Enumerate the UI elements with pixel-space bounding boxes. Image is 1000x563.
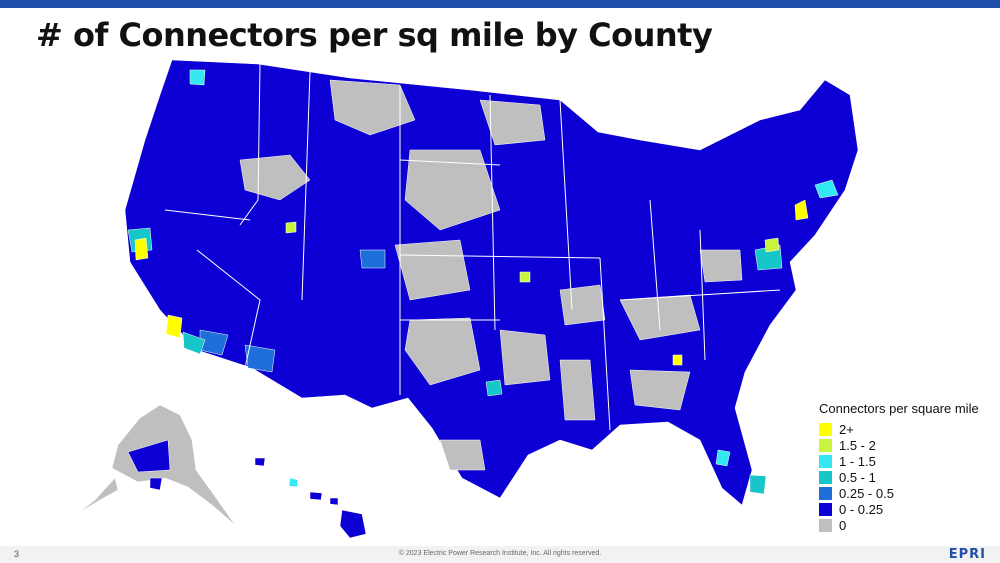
zero-connector-region <box>239 154 311 201</box>
hawaii-island <box>288 477 299 488</box>
legend-item: 0.25 - 0.5 <box>819 485 997 501</box>
legend-label: 2+ <box>839 421 854 437</box>
legend-label: 0.5 - 1 <box>839 469 876 485</box>
hawaii-island <box>339 509 367 539</box>
zero-connector-region <box>499 329 551 386</box>
legend-swatch <box>819 454 832 468</box>
density-region-2-plus <box>165 314 183 339</box>
density-region-1-to-1-5 <box>189 69 206 86</box>
zero-connector-region <box>439 439 486 471</box>
zero-connector-region <box>629 369 691 411</box>
legend-item: 0 <box>819 517 997 533</box>
alaska-landmass <box>111 404 236 526</box>
legend-label: 1 - 1.5 <box>839 453 876 469</box>
density-region-0-5-to-1 <box>182 331 206 355</box>
zero-connector-region <box>404 149 501 231</box>
density-region-1-5-to-2 <box>519 271 531 283</box>
state-borders <box>164 63 781 431</box>
density-region-2-plus <box>672 354 683 366</box>
hawaii-island <box>309 491 323 501</box>
slide-footer: 3 © 2023 Electric Power Research Institu… <box>0 546 1000 563</box>
density-region-0-5-to-1 <box>749 474 767 495</box>
legend-item: 0 - 0.25 <box>819 501 997 517</box>
legend-label: 0 - 0.25 <box>839 501 884 517</box>
alaska-region <box>149 477 163 491</box>
legend-title: Connectors per square mile <box>819 401 979 416</box>
alaska-interior-region <box>127 439 171 473</box>
density-region-1-5-to-2 <box>764 237 780 253</box>
density-region-1-to-1-5 <box>814 179 839 199</box>
density-region-0-25-to-0-5 <box>359 249 386 269</box>
page-number: 3 <box>14 549 20 559</box>
legend-swatch <box>819 470 832 484</box>
legend-item: 0.5 - 1 <box>819 469 997 485</box>
legend-label: 0.25 - 0.5 <box>839 485 894 501</box>
zero-connector-region <box>699 249 743 283</box>
slide-title: # of Connectors per sq mile by County <box>36 16 713 54</box>
copyright-notice: © 2023 Electric Power Research Institute… <box>398 550 602 557</box>
hawaii-island <box>329 497 339 506</box>
legend-swatch <box>819 486 832 500</box>
epri-logo: EPRI <box>948 547 986 562</box>
legend-item: 1 - 1.5 <box>819 453 997 469</box>
density-region-1-to-1-5 <box>715 449 731 467</box>
legend-label: 0 <box>839 517 847 533</box>
zero-connector-region <box>479 99 546 146</box>
alaska-peninsula <box>79 477 119 513</box>
density-region-0-5-to-1 <box>485 379 503 397</box>
legend-swatch <box>819 438 832 452</box>
legend-label: 1.5 - 2 <box>839 437 876 453</box>
legend-item: 1.5 - 2 <box>819 437 997 453</box>
legend-item: 2+ <box>819 421 997 437</box>
top-accent-bar <box>0 0 1000 8</box>
zero-connector-region <box>404 317 481 386</box>
zero-connector-region <box>559 359 596 421</box>
density-region-2-plus <box>134 237 149 261</box>
zero-connector-region <box>559 284 606 326</box>
hawaii-island <box>254 457 266 467</box>
zero-connector-region <box>329 79 416 136</box>
legend-swatch <box>819 518 832 532</box>
density-region-1-5-to-2 <box>285 221 297 234</box>
density-region-2-plus <box>794 199 809 221</box>
legend-swatch <box>819 422 832 436</box>
legend-swatch <box>819 502 832 516</box>
